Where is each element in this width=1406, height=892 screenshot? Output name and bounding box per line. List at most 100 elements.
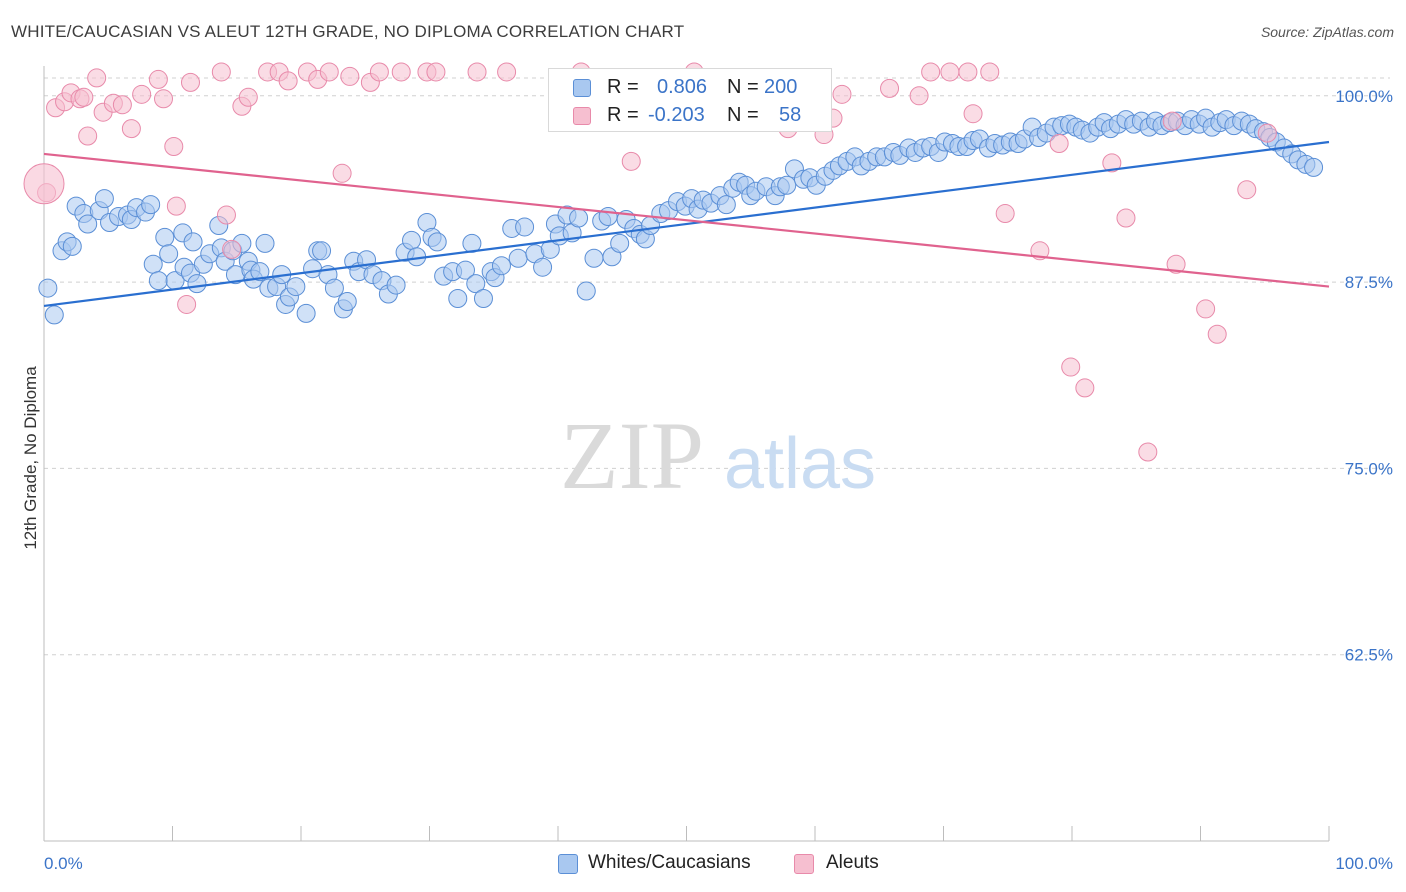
chart-title: WHITE/CAUCASIAN VS ALEUT 12TH GRADE, NO … <box>11 22 685 41</box>
watermark: ZIP atlas <box>560 402 876 509</box>
white-caucasian-point <box>62 236 82 256</box>
white-caucasian-point <box>159 244 179 264</box>
aleut-point <box>78 126 98 146</box>
aleut-point <box>148 69 168 89</box>
white-caucasian-point <box>337 291 357 311</box>
legend-n-value: 58 <box>779 104 802 126</box>
white-caucasian-point <box>584 248 604 268</box>
aleut-point <box>1207 324 1227 344</box>
white-caucasian-point <box>148 271 168 291</box>
aleut-point <box>238 87 258 107</box>
y-tick-label: 75.0% <box>1345 459 1393 478</box>
white-caucasian-trendline <box>43 140 1330 308</box>
white-caucasian-point <box>38 278 58 298</box>
aleut-point <box>880 78 900 98</box>
aleut-point <box>87 68 107 88</box>
aleut-point <box>467 62 487 82</box>
legend-row-whites: R = 0.806 N = 200 <box>549 73 831 101</box>
aleut-point <box>332 163 352 183</box>
legend-label-aleuts: Aleuts <box>826 852 879 873</box>
aleut-point <box>391 62 411 82</box>
aleut-point <box>1162 111 1182 131</box>
aleut-point <box>177 294 197 314</box>
white-caucasian-point <box>598 207 618 227</box>
aleut-point <box>426 62 446 82</box>
aleut-point <box>958 62 978 82</box>
grid-layer <box>44 77 1390 656</box>
aleut-point <box>1102 153 1122 173</box>
aleut-point <box>995 204 1015 224</box>
legend-swatch-blue <box>573 79 591 97</box>
x-tick-label: 0.0% <box>44 854 83 873</box>
y-axis-label: 12th Grade, No Diploma <box>21 366 40 550</box>
aleut-point <box>1116 208 1136 228</box>
aleut-point <box>319 62 339 82</box>
y-tick-label: 62.5% <box>1345 646 1393 665</box>
legend-swatch-blue <box>558 854 578 874</box>
white-caucasian-point <box>455 260 475 280</box>
white-caucasian-point <box>255 233 275 253</box>
white-caucasian-point <box>296 303 316 323</box>
aleut-point <box>112 95 132 115</box>
aleut-point <box>74 87 94 107</box>
white-caucasian-point <box>155 227 175 247</box>
aleut-point <box>909 86 929 106</box>
aleut-point <box>1237 180 1257 200</box>
white-caucasian-point <box>716 195 736 215</box>
white-caucasian-point <box>94 189 114 209</box>
axis-layer: 62.5% 75.0% 87.5% 100.0% 0.0% 100.0% <box>43 66 1393 873</box>
stats-legend: R = 0.806 N = 200 R = -0.203 N = 58 <box>548 68 832 132</box>
aleut-trendline <box>43 152 1330 288</box>
aleut-point <box>921 62 941 82</box>
white-caucasian-point <box>466 274 486 294</box>
white-caucasian-point <box>183 232 203 252</box>
white-caucasian-point <box>312 241 332 261</box>
aleut-point <box>832 84 852 104</box>
legend-n-label: N = <box>727 76 759 98</box>
aleut-point <box>369 62 389 82</box>
white-caucasian-point <box>78 214 98 234</box>
legend-r-value: 0.806 <box>657 76 708 98</box>
white-caucasian-point <box>402 230 422 250</box>
aleut-point <box>23 163 65 205</box>
aleut-point <box>278 71 298 91</box>
source-label: Source: ZipAtlas.com <box>1260 24 1394 40</box>
watermark-zip: ZIP <box>560 402 704 509</box>
aleut-point <box>166 196 186 216</box>
legend-r-label: R = <box>607 76 639 98</box>
legend-r-label: R = <box>607 104 639 126</box>
white-caucasian-point <box>427 232 447 252</box>
white-caucasian-point <box>576 281 596 301</box>
aleut-point <box>154 89 174 109</box>
aleut-point <box>1257 123 1277 143</box>
legend-label-whites: Whites/Caucasians <box>588 852 751 873</box>
white-caucasian-point <box>610 233 630 253</box>
aleut-point <box>1138 442 1158 462</box>
white-caucasian-point <box>473 289 493 308</box>
aleut-point <box>1049 134 1069 153</box>
aleut-point <box>963 104 983 124</box>
legend-row-aleuts: R = -0.203 N = 58 <box>549 101 831 129</box>
aleut-point <box>940 62 960 82</box>
aleut-point <box>980 62 1000 82</box>
aleut-point <box>1166 254 1186 274</box>
legend-swatch-pink <box>794 854 814 874</box>
white-caucasian-point <box>777 175 797 195</box>
aleut-point <box>180 72 200 92</box>
watermark-atlas: atlas <box>724 424 876 504</box>
x-tick-label: 100.0% <box>1335 854 1393 873</box>
white-caucasian-point <box>250 262 270 282</box>
white-caucasian-point <box>1304 157 1324 177</box>
white-caucasian-point <box>491 256 511 276</box>
white-caucasian-point <box>44 305 64 325</box>
white-caucasian-point <box>569 208 589 228</box>
aleut-point <box>1061 357 1081 377</box>
aleut-point <box>222 239 242 259</box>
legend-r-value: -0.203 <box>648 104 705 126</box>
white-caucasian-point <box>143 254 163 274</box>
aleut-point <box>164 136 184 156</box>
white-caucasian-point <box>386 275 406 295</box>
white-caucasian-point <box>324 278 344 298</box>
white-caucasian-point <box>141 195 161 215</box>
